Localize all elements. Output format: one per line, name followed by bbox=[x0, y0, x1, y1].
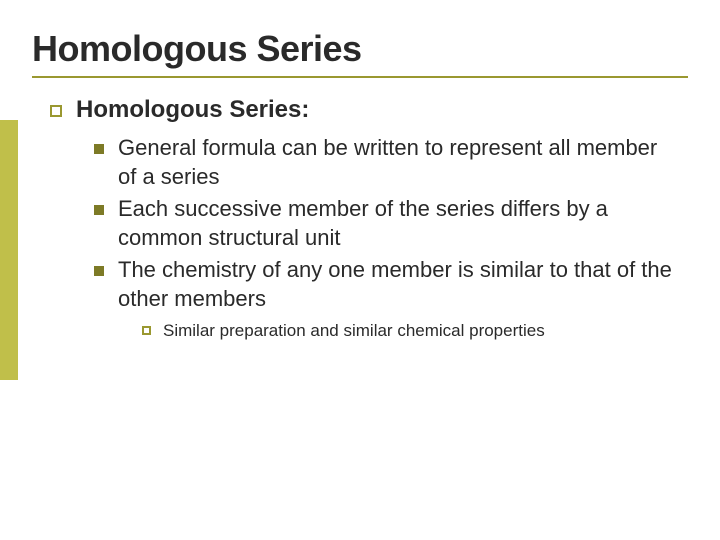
level2-text: General formula can be written to repres… bbox=[118, 134, 678, 191]
accent-band bbox=[0, 120, 18, 380]
level2-text: The chemistry of any one member is simil… bbox=[118, 256, 678, 313]
solid-square-icon bbox=[94, 266, 104, 276]
list-item: General formula can be written to repres… bbox=[94, 134, 688, 191]
level1-block: Homologous Series: bbox=[50, 96, 688, 124]
level3-block: Similar preparation and similar chemical… bbox=[142, 320, 688, 343]
slide-content: Homologous Series Homologous Series: Gen… bbox=[0, 0, 720, 343]
hollow-square-icon bbox=[142, 326, 151, 335]
level1-heading: Homologous Series: bbox=[76, 96, 309, 124]
list-item: Similar preparation and similar chemical… bbox=[142, 320, 688, 343]
hollow-square-icon bbox=[50, 105, 62, 117]
solid-square-icon bbox=[94, 205, 104, 215]
slide-title: Homologous Series bbox=[32, 28, 688, 70]
level2-block: General formula can be written to repres… bbox=[94, 134, 688, 314]
list-item: Homologous Series: bbox=[50, 96, 688, 124]
level3-text: Similar preparation and similar chemical… bbox=[163, 320, 545, 343]
level2-text: Each successive member of the series dif… bbox=[118, 195, 678, 252]
solid-square-icon bbox=[94, 144, 104, 154]
list-item: The chemistry of any one member is simil… bbox=[94, 256, 688, 313]
list-item: Each successive member of the series dif… bbox=[94, 195, 688, 252]
title-rule bbox=[32, 76, 688, 78]
